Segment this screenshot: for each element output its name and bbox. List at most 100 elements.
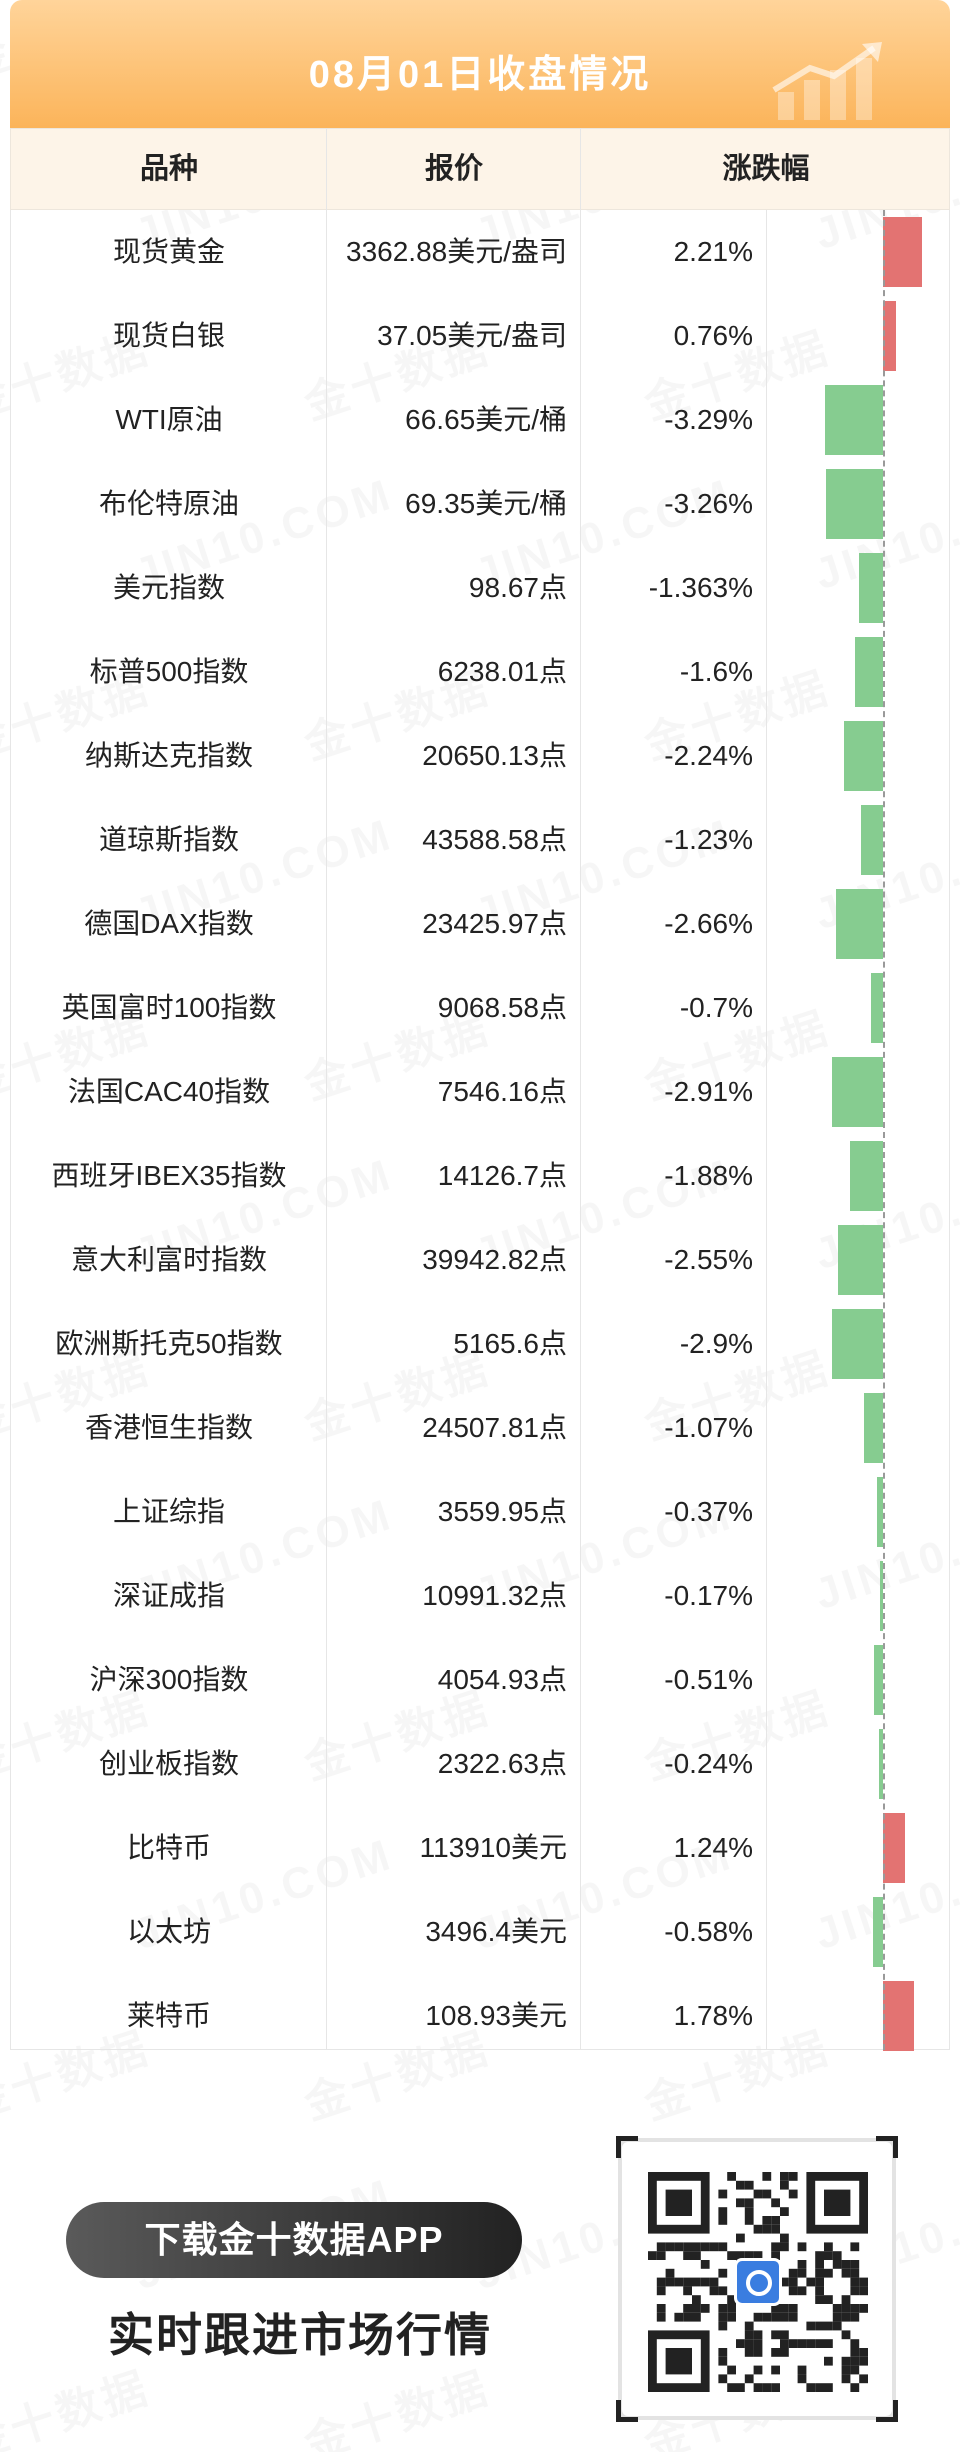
row-name: 德国DAX指数 <box>84 908 254 939</box>
bar-down <box>876 1477 883 1547</box>
row-price: 37.05美元/盎司 <box>377 320 567 351</box>
row-name: WTI原油 <box>115 404 223 435</box>
row-price: 66.65美元/桶 <box>405 404 567 435</box>
row-name: 莱特币 <box>126 2000 211 2031</box>
table-row: 香港恒生指数 24507.81点 -1.07% <box>11 1386 951 1470</box>
row-name: 英国富时100指数 <box>61 992 277 1023</box>
table-header: 品种 报价 涨跌幅 <box>10 128 950 210</box>
table-row: 深证成指 10991.32点 -0.17% <box>11 1554 951 1638</box>
row-change: -0.17% <box>664 1580 753 1611</box>
table-row: 德国DAX指数 23425.97点 -2.66% <box>11 882 951 966</box>
row-name: 布伦特原油 <box>98 488 239 519</box>
app-logo-icon <box>734 2258 782 2306</box>
row-name: 香港恒生指数 <box>84 1412 253 1443</box>
row-price: 23425.97点 <box>422 908 567 939</box>
row-name: 比特币 <box>126 1832 211 1863</box>
row-price: 3362.88美元/盎司 <box>346 236 567 267</box>
row-name: 深证成指 <box>112 1580 225 1611</box>
row-change: 1.78% <box>673 2000 753 2031</box>
row-change: -0.7% <box>679 992 753 1023</box>
table-row: 法国CAC40指数 7546.16点 -2.91% <box>11 1050 951 1134</box>
row-price: 24507.81点 <box>422 1412 567 1443</box>
bar-down <box>825 385 883 455</box>
column-divider <box>580 128 581 2050</box>
row-change: 1.24% <box>673 1832 753 1863</box>
row-change: -2.91% <box>664 1076 753 1107</box>
row-change: -1.07% <box>664 1412 753 1443</box>
bar-down <box>861 805 883 875</box>
table-row: 现货黄金 3362.88美元/盎司 2.21% <box>11 210 951 294</box>
bar-up <box>883 1981 915 2051</box>
row-price: 108.93美元 <box>425 2000 567 2031</box>
row-price: 7546.16点 <box>437 1076 567 1107</box>
table-row: 美元指数 98.67点 -1.363% <box>11 546 951 630</box>
title-bar: 08月01日收盘情况 <box>10 0 950 128</box>
row-price: 20650.13点 <box>422 740 567 771</box>
qr-corner <box>876 2136 898 2158</box>
table-row: 莱特币 108.93美元 1.78% <box>11 1974 951 2058</box>
row-name: 创业板指数 <box>98 1748 239 1779</box>
header-change: 涨跌幅 <box>722 153 810 185</box>
bar-down <box>836 889 883 959</box>
row-name: 上证综指 <box>112 1496 225 1527</box>
row-change: -1.23% <box>664 824 753 855</box>
row-name: 美元指数 <box>112 572 225 603</box>
row-price: 4054.93点 <box>437 1664 567 1695</box>
row-change: -1.88% <box>664 1160 753 1191</box>
qr-corner <box>876 2400 898 2422</box>
qr-pattern <box>648 2172 868 2392</box>
row-price: 98.67点 <box>468 572 567 603</box>
row-name: 道琼斯指数 <box>98 824 239 855</box>
bar-up <box>883 217 922 287</box>
row-change: 0.76% <box>673 320 753 351</box>
row-change: -0.51% <box>664 1664 753 1695</box>
row-name: 现货白银 <box>112 320 225 351</box>
bar-down <box>855 637 883 707</box>
row-name: 纳斯达克指数 <box>84 740 253 771</box>
row-change: -3.29% <box>664 404 753 435</box>
table-row: WTI原油 66.65美元/桶 -3.29% <box>11 378 951 462</box>
row-change: -2.66% <box>664 908 753 939</box>
row-price: 3496.4美元 <box>425 1916 567 1947</box>
row-price: 39942.82点 <box>422 1244 567 1275</box>
bar-down <box>864 1393 883 1463</box>
row-change: -2.55% <box>664 1244 753 1275</box>
row-name: 标普500指数 <box>89 656 249 687</box>
qr-corner <box>616 2400 638 2422</box>
download-app-button[interactable]: 下载金十数据APP <box>66 2202 522 2278</box>
table-row: 沪深300指数 4054.93点 -0.51% <box>11 1638 951 1722</box>
bar-down <box>874 1645 883 1715</box>
row-change: -0.58% <box>664 1916 753 1947</box>
table-row: 意大利富时指数 39942.82点 -2.55% <box>11 1218 951 1302</box>
row-change: -3.26% <box>664 488 753 519</box>
table-row: 上证综指 3559.95点 -0.37% <box>11 1470 951 1554</box>
row-change: 2.21% <box>673 236 753 267</box>
row-name: 沪深300指数 <box>89 1664 249 1695</box>
row-name: 现货黄金 <box>112 236 225 267</box>
change-bar-chart <box>766 210 950 2051</box>
table-row: 纳斯达克指数 20650.13点 -2.24% <box>11 714 951 798</box>
bar-down <box>832 1309 883 1379</box>
row-price: 14126.7点 <box>437 1160 567 1191</box>
qr-code <box>616 2136 898 2422</box>
row-change: -2.24% <box>664 740 753 771</box>
page-title: 08月01日收盘情况 <box>308 54 652 96</box>
bar-down <box>859 553 883 623</box>
row-change: -0.24% <box>664 1748 753 1779</box>
table-row: 创业板指数 2322.63点 -0.24% <box>11 1722 951 1806</box>
bar-down <box>832 1057 883 1127</box>
bar-down <box>843 721 883 791</box>
table-row: 欧洲斯托克50指数 5165.6点 -2.9% <box>11 1302 951 1386</box>
promo-tagline: 实时跟进市场行情 <box>108 2309 492 2361</box>
row-price: 2322.63点 <box>437 1748 567 1779</box>
row-name: 以太坊 <box>126 1916 211 1947</box>
row-price: 9068.58点 <box>437 992 567 1023</box>
row-name: 法国CAC40指数 <box>67 1076 271 1107</box>
table-row: 标普500指数 6238.01点 -1.6% <box>11 630 951 714</box>
table-row: 西班牙IBEX35指数 14126.7点 -1.88% <box>11 1134 951 1218</box>
row-price: 6238.01点 <box>437 656 567 687</box>
header-price: 报价 <box>424 153 483 185</box>
row-name: 西班牙IBEX35指数 <box>51 1160 287 1191</box>
row-price: 5165.6点 <box>453 1328 567 1359</box>
table-body: 现货黄金 3362.88美元/盎司 2.21% 现货白银 37.05美元/盎司 0.76%… <box>10 210 950 2050</box>
